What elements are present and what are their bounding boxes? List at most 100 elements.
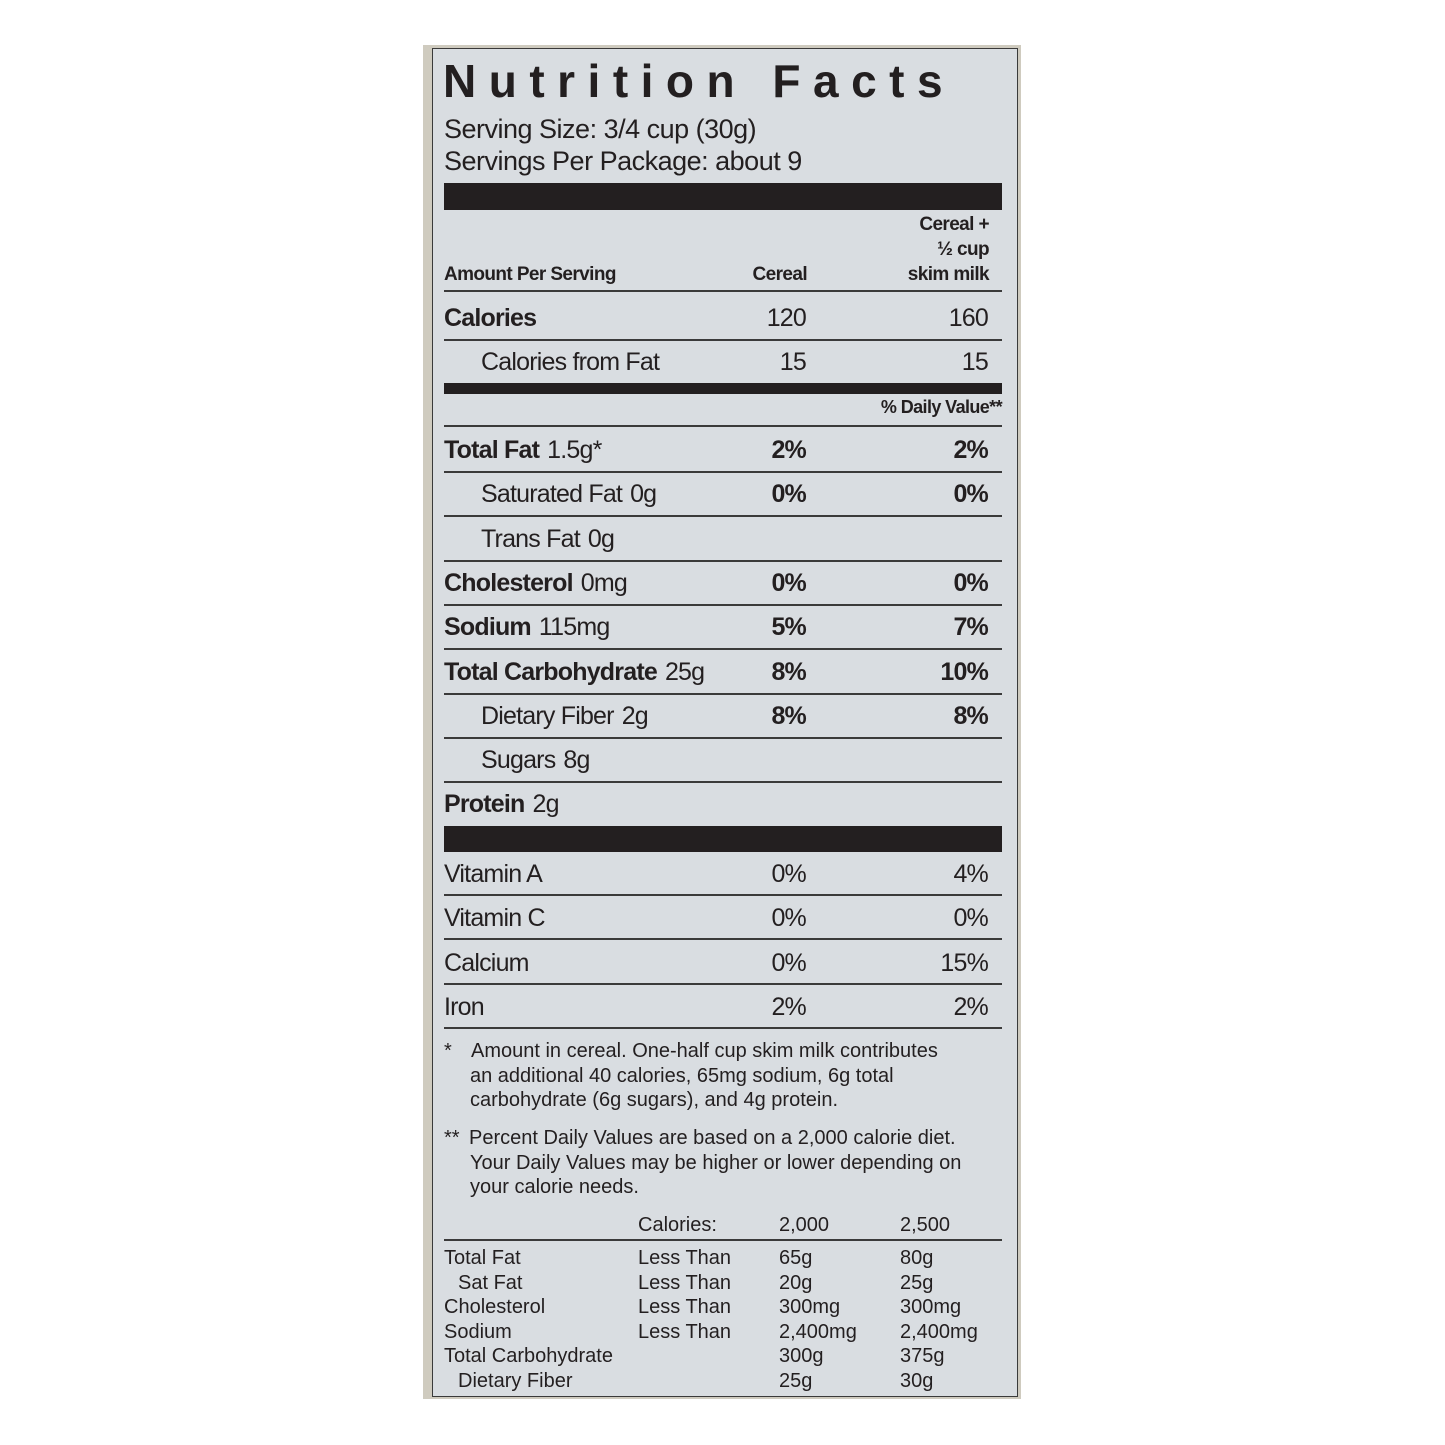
nutrient-label: Protein 2g — [444, 790, 560, 819]
calories-from-fat-cereal: 15 — [779, 348, 807, 376]
nutrient-dv-milk: 8% — [953, 701, 988, 730]
cereal-column-header: Cereal — [752, 264, 808, 285]
dv-value-2000: 2,400mg — [779, 1320, 857, 1343]
nutrient-dv-cereal: 8% — [771, 701, 806, 730]
nutrient-label: Trans Fat 0g — [481, 524, 615, 554]
vitamin-label: Iron — [444, 992, 485, 1021]
nutrient-row: Trans Fat 0g — [444, 517, 1002, 561]
footnote-mark: ** — [444, 1127, 460, 1149]
divider — [444, 938, 1002, 941]
footnote-line: Percent Daily Values are based on a 2,00… — [469, 1127, 956, 1149]
footnote-amount-in-cereal: * Amount in cereal. One-half cup skim mil… — [444, 1039, 938, 1113]
nutrition-facts-panel — [432, 48, 1018, 1397]
vitamin-label: Calcium — [444, 948, 530, 977]
vitamin-dv-milk: 15% — [940, 948, 988, 977]
divider — [444, 894, 1002, 896]
footnote-line: Your Daily Values may be higher or lower… — [470, 1151, 962, 1174]
nutrient-label: Dietary Fiber 2g — [481, 701, 649, 731]
nutrient-row: Total Carbohydrate 25g 8% 10% — [444, 650, 1002, 694]
calories-from-fat-label: Calories from Fat — [481, 348, 660, 376]
divider — [444, 425, 1002, 427]
dv-value-2500: 30g — [900, 1369, 934, 1392]
footnote-line: your calorie needs. — [470, 1176, 639, 1198]
nutrient-label: Saturated Fat 0g — [481, 480, 657, 509]
nutrient-label: Cholesterol 0mg — [444, 568, 628, 598]
dv-col-2000: 2,000 — [779, 1214, 830, 1236]
nutrient-row: Total Fat 1.5g* 2% 2% — [444, 428, 1002, 472]
vitamin-dv-cereal: 0% — [771, 904, 806, 933]
nutrient-name: Sodium — [444, 613, 532, 642]
dv-value-2000: 65g — [779, 1247, 813, 1269]
dv-value-2000: 25g — [779, 1369, 813, 1392]
amount-per-serving-header: Amount Per Serving — [444, 264, 616, 285]
milk-column-header-3: skim milk — [907, 264, 990, 285]
nutrient-amount: 115mg — [538, 613, 610, 642]
nutrient-name: Total Carbohydrate — [444, 657, 658, 686]
divider — [444, 1239, 1002, 1241]
nutrient-label: Total Carbohydrate 25g — [444, 657, 705, 687]
dv-value-2000: 300mg — [779, 1296, 841, 1318]
nutrient-name: Total Fat — [444, 436, 540, 464]
calories-cereal: 120 — [766, 304, 807, 332]
nutrient-row: Protein 2g — [444, 782, 1002, 826]
nutrient-amount: 0g — [630, 480, 657, 509]
dv-nutrient: Cholesterol — [444, 1296, 546, 1318]
footnote-daily-values: ** Percent Daily Values are based on a 2,… — [444, 1126, 961, 1200]
nutrient-dv-cereal: 5% — [771, 613, 806, 642]
dv-nutrient: Sodium — [444, 1320, 512, 1343]
nutrient-name: Trans Fat — [481, 524, 581, 553]
dv-qualifier: Less Than — [638, 1271, 732, 1294]
vitamin-row: Vitamin A 0% 4% — [444, 852, 1002, 896]
serving-size: Serving Size: 3/4 cup (30g) — [444, 114, 757, 144]
dv-col-2500: 2,500 — [900, 1214, 951, 1236]
nutrient-amount: 25g — [664, 657, 705, 686]
nutrient-label: Sugars 8g — [481, 746, 590, 775]
nutrient-dv-milk: 2% — [953, 436, 988, 464]
dv-nutrient: Total Carbohydrate — [444, 1345, 613, 1367]
vitamin-label: Vitamin A — [444, 860, 543, 888]
nutrient-row: Sodium 115mg 5% 7% — [444, 605, 1002, 649]
dv-table-row: Cholesterol Less Than 300mg 300mg — [444, 1295, 1002, 1319]
divider — [444, 736, 1002, 739]
vitamin-dv-milk: 0% — [953, 904, 988, 933]
dv-value-2500: 375g — [900, 1345, 945, 1367]
nutrient-row: Cholesterol 0mg 0% 0% — [444, 561, 1002, 605]
dv-table-header: Calories: 2,000 2,500 — [444, 1213, 1002, 1239]
nutrient-dv-cereal: 8% — [771, 657, 806, 686]
nutrient-dv-milk: 0% — [953, 568, 988, 597]
nutrient-name: Dietary Fiber — [481, 701, 615, 730]
dv-calories-label: Calories: — [638, 1214, 717, 1236]
dv-value-2500: 2,400mg — [900, 1320, 978, 1343]
nutrient-dv-milk: 0% — [953, 480, 988, 509]
thick-divider — [444, 826, 1002, 852]
dv-value-2500: 25g — [900, 1271, 934, 1294]
nutrient-amount: 1.5g* — [547, 436, 602, 464]
divider — [444, 781, 1002, 784]
nutrient-row: Sugars 8g — [444, 738, 1002, 782]
vitamin-row: Iron 2% 2% — [444, 985, 1002, 1029]
footnote-line: an additional 40 calories, 65mg sodium, … — [470, 1064, 894, 1087]
nutrient-label: Total Fat 1.5g* — [444, 436, 602, 465]
calories-row: Calories 120 160 — [444, 296, 1002, 340]
vitamin-label: Vitamin C — [444, 904, 546, 933]
nutrient-amount: 0g — [587, 524, 615, 553]
dv-qualifier: Less Than — [638, 1296, 732, 1318]
milk-column-header-2: ½ cup — [937, 239, 990, 260]
divider — [444, 603, 1002, 606]
calories-milk: 160 — [948, 304, 989, 332]
nutrient-dv-milk: 10% — [940, 657, 988, 686]
nutrient-amount: 0mg — [580, 568, 628, 597]
calories-label: Calories — [444, 304, 537, 332]
dv-value-2500: 300mg — [900, 1296, 962, 1318]
nutrient-row: Dietary Fiber 2g 8% 8% — [444, 694, 1002, 738]
vitamin-dv-milk: 2% — [953, 992, 988, 1021]
vitamin-dv-milk: 4% — [953, 860, 988, 888]
dv-value-2000: 20g — [779, 1271, 813, 1294]
medium-divider — [444, 383, 1002, 394]
nutrient-name: Sugars — [481, 746, 556, 775]
nutrient-amount: 2g — [621, 701, 649, 730]
dv-nutrient: Sat Fat — [458, 1271, 523, 1294]
footnote-line: carbohydrate (6g sugars), and 4g protein… — [470, 1089, 838, 1111]
nutrient-dv-cereal: 2% — [771, 436, 806, 464]
label-title: Nutrition Facts — [443, 55, 956, 107]
